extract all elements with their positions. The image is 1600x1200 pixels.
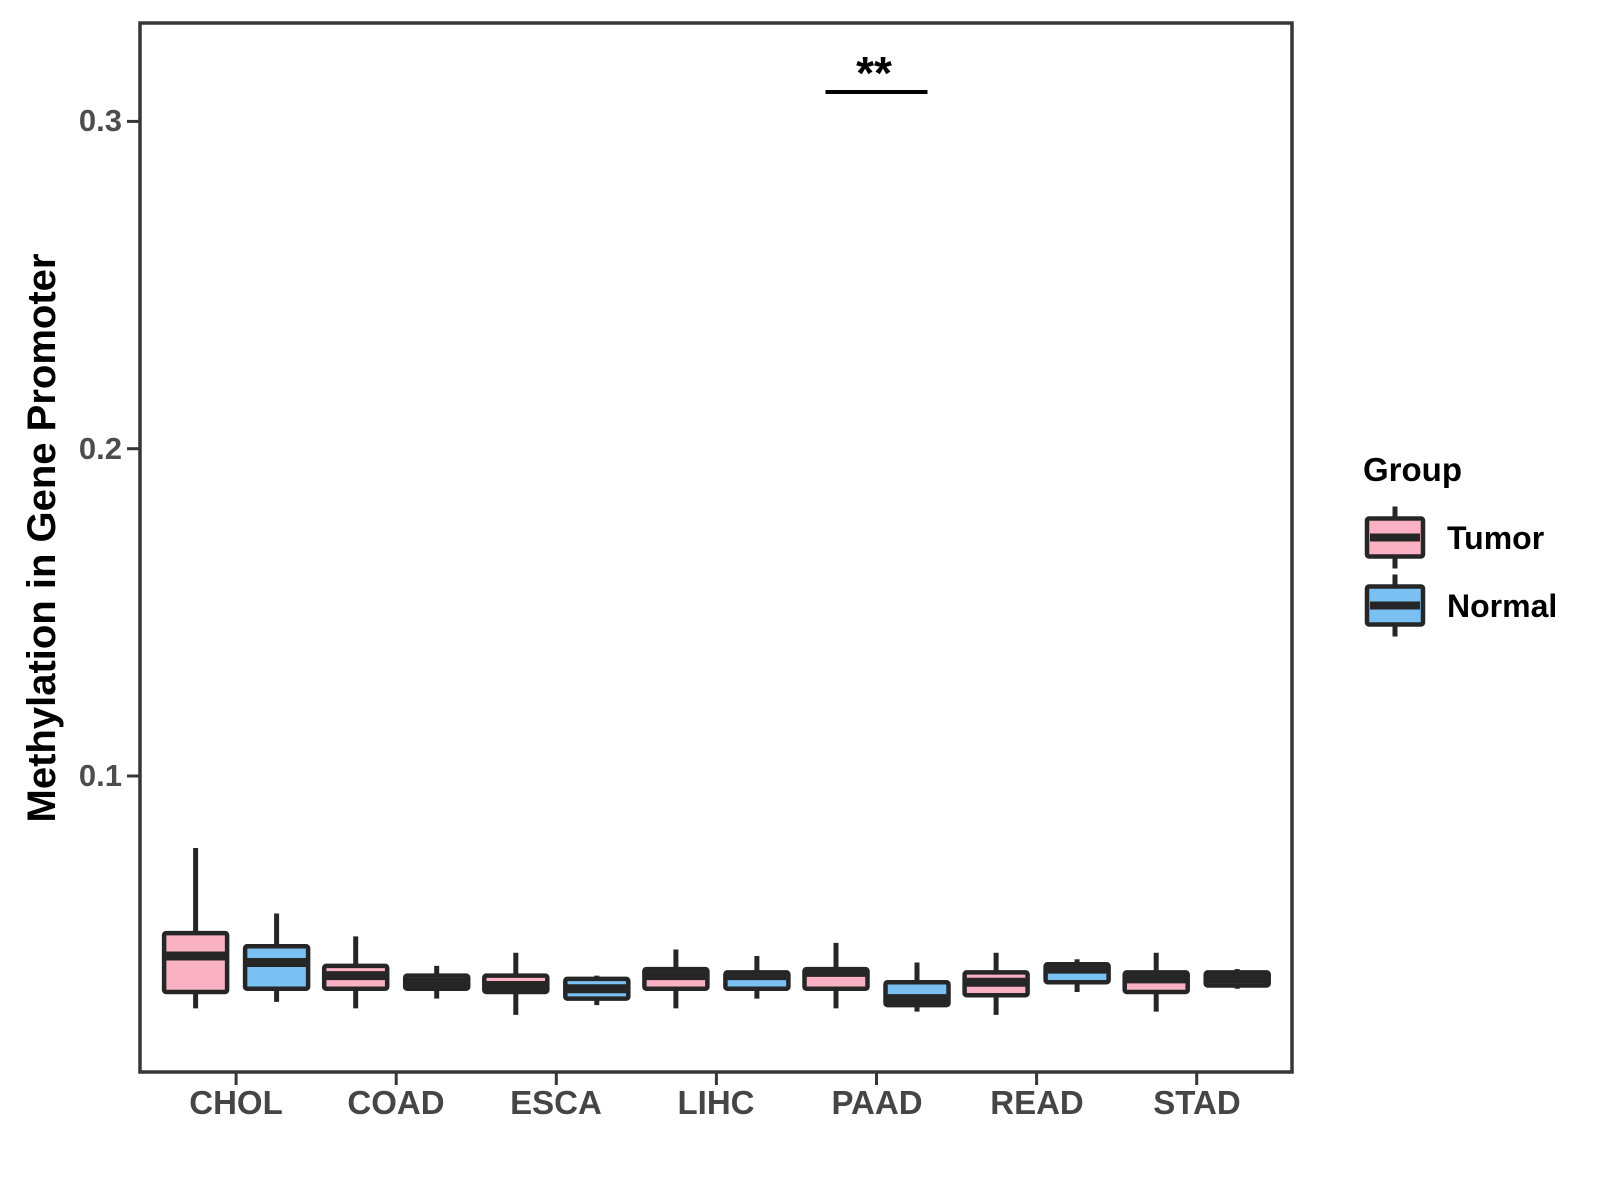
x-tick-label-esca: ESCA [510,1084,602,1121]
significance-stars: ** [856,47,892,99]
y-tick-label-0.2: 0.2 [78,431,122,466]
x-tick-label-lihc: LIHC [677,1084,755,1121]
legend-label-tumor: Tumor [1447,520,1545,556]
box-normal-chol [242,943,311,991]
box-tumor-chol [161,930,230,995]
y-tick-label-0.3: 0.3 [78,103,122,138]
x-tick-label-read: READ [990,1084,1084,1121]
x-tick-label-coad: COAD [347,1084,445,1121]
x-tick-label-chol: CHOL [189,1084,283,1121]
legend-title: Group [1363,451,1462,488]
x-tick-label-paad: PAAD [831,1084,923,1121]
x-tick-label-stad: STAD [1153,1084,1241,1121]
panel-border [138,21,1294,1074]
y-tick-label-0.1: 0.1 [78,758,122,793]
legend-label-normal: Normal [1447,588,1558,624]
